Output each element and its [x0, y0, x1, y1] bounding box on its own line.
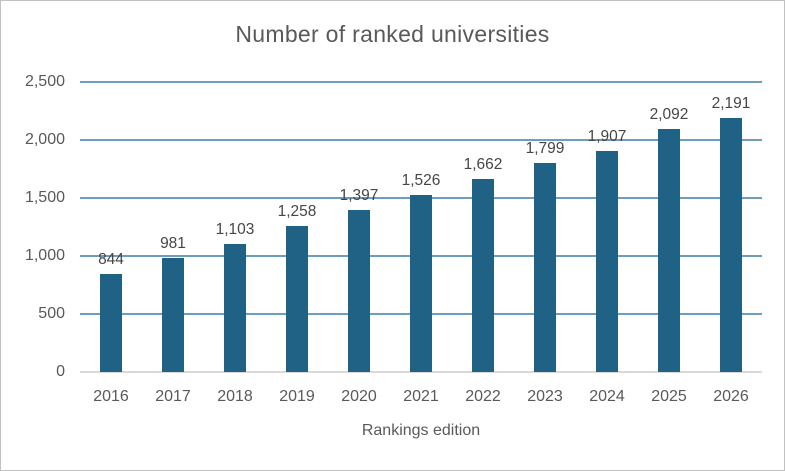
y-axis-tick-labels: 0 500 1,000 1,500 2,000 2,500	[1, 73, 65, 380]
bar-slot: 1,258	[266, 82, 328, 372]
y-tick-label: 1,500	[24, 189, 65, 206]
bar-2021[interactable]	[410, 194, 432, 372]
bar-slot: 2,191	[700, 82, 762, 372]
bar-slot: 1,103	[204, 82, 266, 372]
bar-value-label: 1,397	[339, 186, 379, 204]
bar-value-label: 1,799	[525, 140, 565, 158]
plot-area: 844 981 1,103 1,258 1,397 1,526 1,662 1,799 1,90…	[80, 81, 762, 373]
bar-2025[interactable]	[658, 129, 680, 372]
bar-slot: 1,907	[576, 82, 638, 372]
bar-slot: 1,662	[452, 82, 514, 372]
x-axis-tick-labels: 2016 2017 2018 2019 2020 2021 2022 2023 2024 2025…	[80, 388, 762, 406]
bar-slot: 1,397	[328, 82, 390, 372]
x-tick-label-2017: 2017	[155, 388, 191, 405]
bar-value-label: 2,092	[649, 106, 689, 124]
bar-2018[interactable]	[224, 244, 246, 372]
bar-value-label: 981	[160, 235, 186, 253]
bar-value-label: 1,258	[277, 203, 317, 221]
x-tick-label-2024: 2024	[589, 388, 625, 405]
bar-2017[interactable]	[162, 258, 184, 372]
y-tick-label: 0	[56, 363, 65, 380]
gridline	[80, 81, 762, 83]
bar-slot: 844	[80, 82, 142, 372]
y-tick-label: 2,500	[24, 73, 65, 90]
x-tick-label-2026: 2026	[713, 388, 749, 405]
bar-value-label: 1,662	[463, 156, 503, 174]
bar-value-label: 1,907	[587, 127, 627, 145]
x-tick-label-2018: 2018	[217, 388, 253, 405]
x-tick-label-2023: 2023	[527, 388, 563, 405]
gridline	[80, 139, 762, 141]
bar-value-label: 2,191	[711, 94, 751, 112]
bar-slot: 1,799	[514, 82, 576, 372]
y-tick-label: 500	[38, 305, 65, 322]
bar-slot: 981	[142, 82, 204, 372]
x-tick-label-2020: 2020	[341, 388, 377, 405]
y-tick-label: 1,000	[24, 247, 65, 264]
bar-2016[interactable]	[100, 274, 122, 372]
bars-container: 844 981 1,103 1,258 1,397 1,526 1,662 1,799 1,90…	[80, 82, 762, 372]
bar-2023[interactable]	[534, 163, 556, 372]
x-tick-label-2022: 2022	[465, 388, 501, 405]
bar-slot: 1,526	[390, 82, 452, 372]
bar-2022[interactable]	[472, 179, 494, 372]
bar-2019[interactable]	[286, 226, 308, 372]
bar-slot: 2,092	[638, 82, 700, 372]
x-tick-label-2016: 2016	[93, 388, 129, 405]
y-tick-label: 2,000	[24, 131, 65, 148]
x-tick-label-2021: 2021	[403, 388, 439, 405]
bar-2024[interactable]	[596, 150, 618, 372]
bar-value-label: 844	[98, 251, 124, 269]
chart-title: Number of ranked universities	[235, 21, 550, 47]
bar-value-label: 1,526	[401, 171, 441, 189]
bar-value-label: 1,103	[215, 221, 255, 239]
x-axis-title: Rankings edition	[361, 422, 481, 439]
x-tick-label-2019: 2019	[279, 388, 315, 405]
bar-2026[interactable]	[720, 117, 742, 372]
bar-2020[interactable]	[348, 209, 370, 372]
x-tick-label-2025: 2025	[651, 388, 687, 405]
